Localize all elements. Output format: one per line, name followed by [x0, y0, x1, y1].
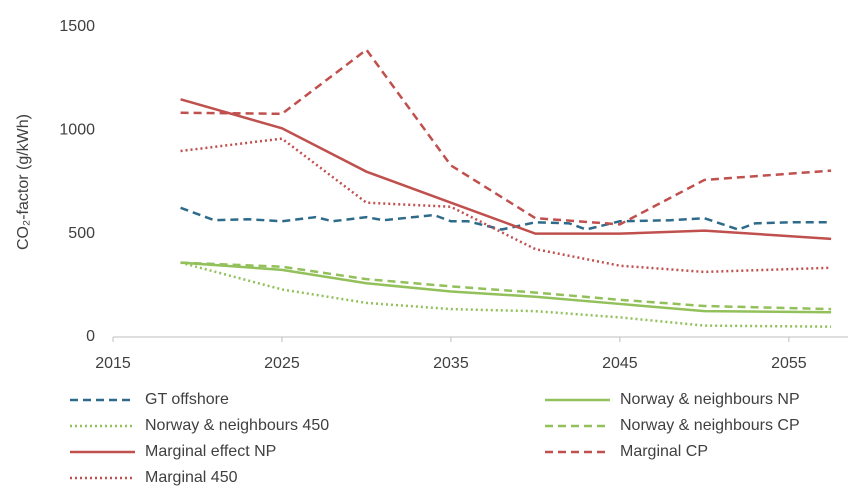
x-tick-label: 2055 — [771, 355, 807, 372]
legend-label: GT offshore — [145, 391, 229, 408]
y-tick-label: 0 — [86, 328, 95, 345]
x-tick-label: 2015 — [95, 355, 131, 372]
series-line — [180, 98, 832, 241]
x-tick-label: 2035 — [433, 355, 469, 372]
legend-label: Norway & neighbours CP — [620, 417, 800, 434]
series-line — [180, 137, 832, 274]
x-tick-label: 2045 — [602, 355, 638, 372]
x-tick-label: 2025 — [264, 355, 300, 372]
y-tick-label: 1500 — [59, 18, 95, 35]
legend-label: Norway & neighbours NP — [620, 391, 800, 408]
series-line — [180, 261, 832, 314]
y-tick-label: 1000 — [59, 122, 95, 139]
legend-label: Marginal effect NP — [145, 443, 276, 460]
series-line — [180, 261, 832, 311]
series-line — [180, 47, 832, 226]
legend-label: Marginal 450 — [145, 469, 238, 486]
legend-label: Marginal CP — [620, 443, 708, 460]
y-tick-label: 500 — [68, 225, 95, 242]
legend-label: Norway & neighbours 450 — [145, 417, 329, 434]
y-axis-label: CO₂-factor (g/kWh) — [15, 114, 32, 250]
series-line — [180, 261, 832, 328]
series-line — [180, 206, 832, 231]
